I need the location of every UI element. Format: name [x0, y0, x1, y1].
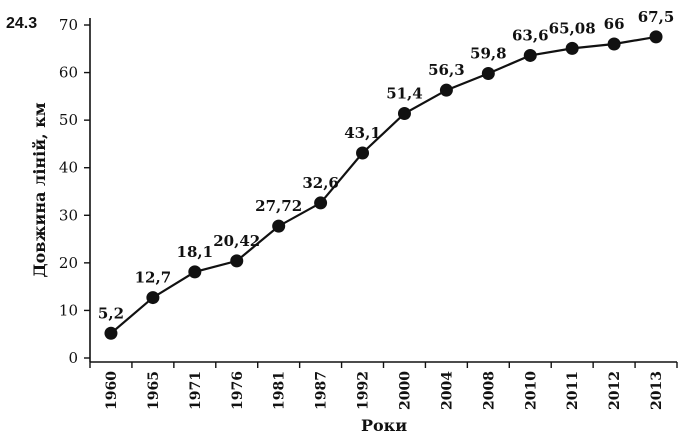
y-tick-label: 60: [59, 64, 78, 82]
x-tick-label: 1960: [104, 371, 120, 410]
x-tick-label: 1976: [230, 371, 246, 410]
y-tick-label: 30: [59, 206, 78, 224]
y-tick-label: 40: [59, 159, 78, 177]
data-point: [439, 83, 453, 97]
data-point: [272, 219, 286, 233]
data-label: 63,6: [512, 26, 549, 44]
data-label: 12,7: [135, 269, 172, 287]
x-tick-label: 1987: [314, 371, 330, 410]
data-label: 51,4: [386, 84, 423, 102]
data-points: [104, 30, 663, 340]
data-point: [397, 106, 411, 120]
data-label: 43,1: [344, 124, 381, 142]
data-point: [523, 48, 537, 62]
data-point: [481, 67, 495, 81]
data-label: 32,6: [302, 174, 339, 192]
data-label: 5,2: [98, 304, 124, 322]
data-point: [565, 41, 579, 55]
x-tick-label: 1965: [146, 371, 162, 410]
data-point: [314, 196, 328, 210]
series-line: [110, 35, 657, 335]
x-tick-label: 2010: [523, 371, 539, 410]
y-tick-label: 10: [59, 301, 78, 319]
y-tick-label: 20: [59, 254, 78, 272]
data-label: 67,5: [638, 8, 675, 26]
data-point: [649, 30, 663, 44]
x-tick-label: 2004: [439, 371, 455, 410]
data-point: [607, 37, 621, 51]
x-tick-label: 1971: [188, 371, 204, 410]
data-point: [146, 291, 160, 305]
y-ticks: 0 10 20 30 40 50 60 70: [59, 16, 90, 367]
x-tick-label: 2011: [565, 371, 581, 410]
y-tick-label: 50: [59, 111, 78, 129]
x-tick-label: 2000: [397, 371, 413, 410]
data-label: 56,3: [428, 61, 465, 79]
data-label: 59,8: [470, 45, 507, 63]
x-tick-label: 2012: [607, 371, 623, 410]
data-label: 65,08: [549, 19, 596, 37]
x-tick-label: 2013: [649, 371, 665, 410]
data-label: 20,42: [213, 232, 260, 250]
data-point: [104, 326, 118, 340]
x-tick-label: 1981: [272, 371, 288, 410]
x-axis-title: Роки: [361, 416, 407, 435]
y-tick-label: 0: [68, 349, 78, 367]
data-point: [356, 146, 370, 160]
data-point: [188, 265, 202, 279]
y-axis-title: Довжина ліній, км: [30, 102, 49, 277]
x-tick-label: 1992: [356, 371, 372, 410]
data-label: 27,72: [255, 197, 302, 215]
data-point: [230, 254, 244, 268]
figure-label: 24.3: [6, 15, 37, 32]
x-tick-label: 2008: [481, 371, 497, 410]
x-ticks: 1960 1965 1971 1976 1981 1987 1992 2000 2004 2008…: [89, 362, 678, 410]
data-label: 66: [604, 15, 625, 33]
data-label: 18,1: [177, 243, 214, 261]
y-tick-label: 70: [59, 16, 78, 34]
